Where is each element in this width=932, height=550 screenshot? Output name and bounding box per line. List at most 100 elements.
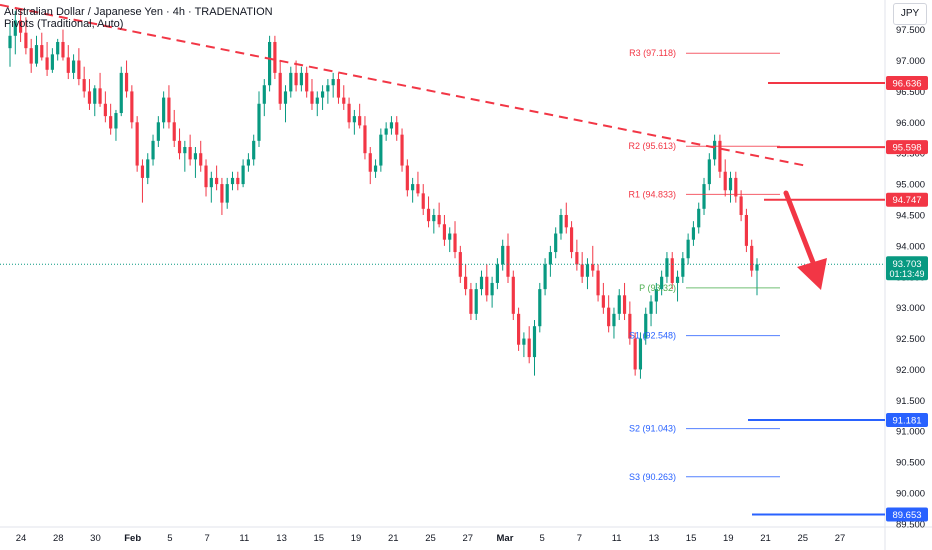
- candle-body: [723, 171, 727, 191]
- candle-body: [379, 134, 383, 166]
- candle-body: [649, 301, 653, 314]
- candle-body: [109, 116, 113, 129]
- candle-body: [638, 338, 643, 370]
- y-tick-label: 97.000: [896, 56, 925, 67]
- candle-body: [363, 125, 367, 154]
- candle-body: [622, 295, 627, 314]
- x-tick-label: 5: [167, 533, 172, 544]
- candle-body: [660, 276, 664, 290]
- candle-body: [347, 103, 351, 123]
- forecast-arrow-head: [797, 258, 827, 290]
- candle-body: [315, 97, 319, 104]
- x-tick-label: 25: [797, 533, 808, 544]
- candle-body: [686, 239, 690, 259]
- candle-body: [246, 159, 250, 166]
- candle-body: [177, 140, 182, 154]
- candle-body: [702, 184, 706, 209]
- x-tick-label: 15: [686, 533, 697, 544]
- candle-body: [124, 72, 129, 92]
- candle-body: [130, 91, 134, 123]
- candle-body: [183, 147, 187, 154]
- y-tick-label: 92.500: [896, 334, 925, 345]
- candle-body: [744, 214, 748, 246]
- candle-body: [633, 338, 637, 370]
- candle-body: [739, 196, 743, 215]
- pivot-label: S1 (92.548): [629, 331, 676, 341]
- candle-body: [215, 177, 219, 185]
- candle-body: [426, 208, 431, 222]
- candle-body: [675, 276, 680, 283]
- candle-body: [24, 32, 28, 49]
- candle-body: [77, 60, 81, 80]
- x-tick-label: 21: [760, 533, 771, 544]
- x-tick-label: 11: [239, 533, 249, 544]
- y-tick-label: 89.500: [896, 519, 925, 530]
- candle-body: [56, 41, 60, 55]
- candle-body: [8, 35, 12, 49]
- candle-body: [416, 184, 420, 194]
- indicator-label[interactable]: Pivots (Traditional, Auto): [4, 18, 124, 30]
- level-badge-label: 95.598: [892, 143, 921, 154]
- countdown-label: 01:13:49: [889, 269, 924, 279]
- candle-body: [400, 134, 404, 166]
- currency-button[interactable]: JPY: [893, 3, 927, 25]
- x-tick-label: 7: [204, 533, 209, 544]
- candle-body: [554, 233, 558, 253]
- candle-body: [331, 79, 335, 86]
- candle-body: [13, 20, 17, 36]
- candle-body: [707, 159, 711, 185]
- candle-body: [479, 276, 484, 290]
- x-tick-label: 5: [540, 533, 545, 544]
- candle-body: [713, 140, 717, 160]
- candle-body: [469, 289, 473, 314]
- candle-body: [734, 177, 738, 197]
- level-badge-label: 89.653: [892, 510, 921, 521]
- candle-body: [278, 72, 282, 104]
- candle-body: [98, 88, 102, 104]
- x-tick-label: 15: [314, 533, 325, 544]
- pivot-label: P (93.32): [639, 283, 676, 293]
- candle-body: [464, 276, 468, 290]
- pivot-label: S3 (90.263): [629, 472, 676, 482]
- level-badge: [886, 140, 928, 155]
- candle-body: [71, 60, 76, 73]
- candle-body: [559, 214, 563, 234]
- candle-body: [305, 72, 309, 92]
- candle-body: [575, 252, 579, 265]
- candle-body: [82, 79, 86, 92]
- y-tick-label: 91.500: [896, 396, 925, 407]
- y-tick-label: 92.000: [896, 365, 925, 376]
- candle-body: [755, 264, 759, 271]
- candle-body: [384, 128, 388, 135]
- candle-body: [448, 233, 452, 240]
- candle-body: [320, 91, 325, 98]
- candle-body: [352, 116, 356, 123]
- pivot-label: S2 (91.043): [629, 424, 676, 434]
- candle-body: [368, 153, 372, 172]
- candle-body: [172, 122, 176, 141]
- y-tick-label: 94.500: [896, 210, 925, 221]
- candle-body: [681, 258, 685, 277]
- candle-body: [538, 289, 542, 327]
- candle-body: [612, 313, 616, 327]
- candle-body: [34, 45, 39, 64]
- candle-body: [718, 140, 722, 172]
- candle-body: [236, 177, 240, 185]
- x-tick-label: 24: [16, 533, 27, 544]
- candle-body: [66, 57, 70, 73]
- candle-body: [299, 72, 303, 86]
- candle-body: [522, 338, 526, 345]
- x-tick-label: 7: [577, 533, 582, 544]
- candle-body: [326, 85, 330, 92]
- candle-body: [162, 97, 166, 123]
- candle-body: [225, 184, 229, 203]
- candle-body: [495, 264, 499, 283]
- candle-body: [548, 252, 552, 265]
- x-tick-label: 11: [612, 533, 622, 544]
- candle-body: [501, 245, 505, 265]
- x-tick-label: Feb: [124, 533, 141, 544]
- candle-body: [373, 165, 378, 172]
- candle-body: [585, 264, 590, 277]
- candle-body: [87, 91, 92, 104]
